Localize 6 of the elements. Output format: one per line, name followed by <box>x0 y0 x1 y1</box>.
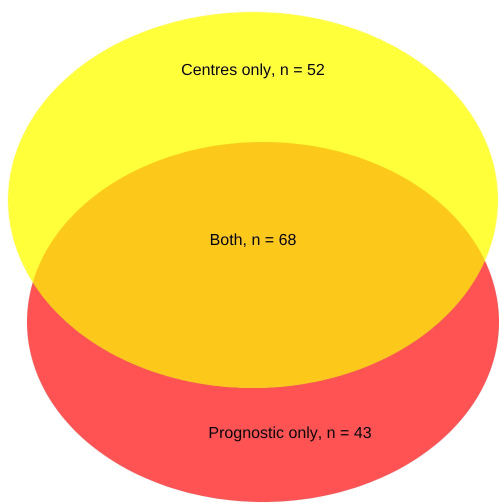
category-label: Centres only <box>181 62 272 79</box>
category-label: Both <box>210 232 243 249</box>
data-label: , n = 68 <box>242 232 296 249</box>
data-label: , n = 43 <box>318 425 372 442</box>
category-label: Prognostic only <box>208 425 318 442</box>
data-label: , n = 52 <box>270 62 325 79</box>
